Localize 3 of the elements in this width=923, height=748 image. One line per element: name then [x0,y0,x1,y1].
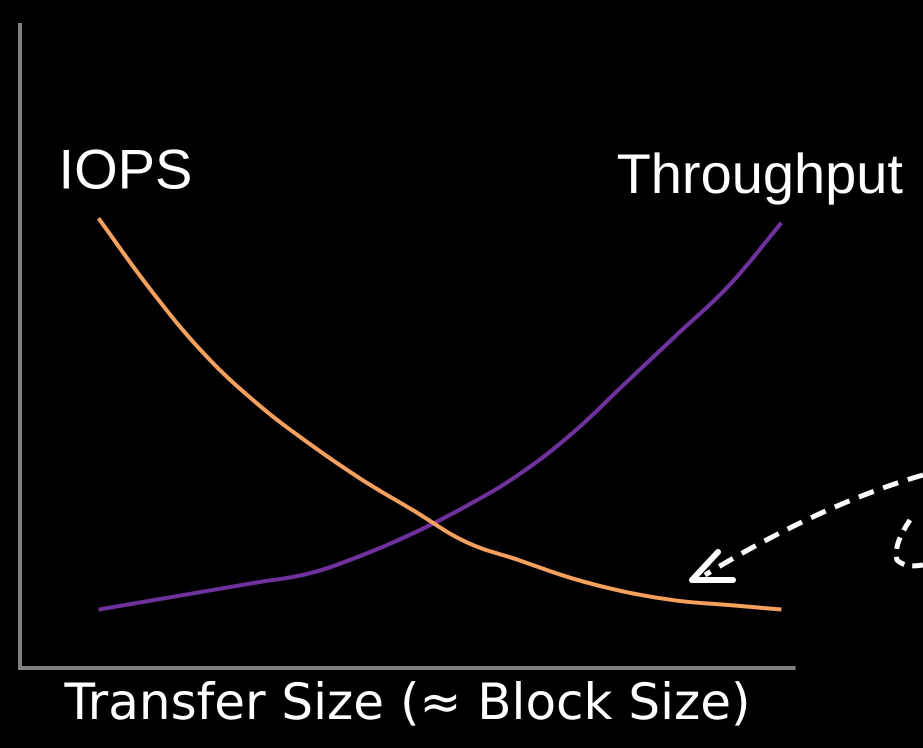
series-label: IOPS [58,137,192,200]
x-axis-title: Transfer Size (≈ Block Size) [63,672,751,731]
series-label: Throughput [616,142,904,205]
